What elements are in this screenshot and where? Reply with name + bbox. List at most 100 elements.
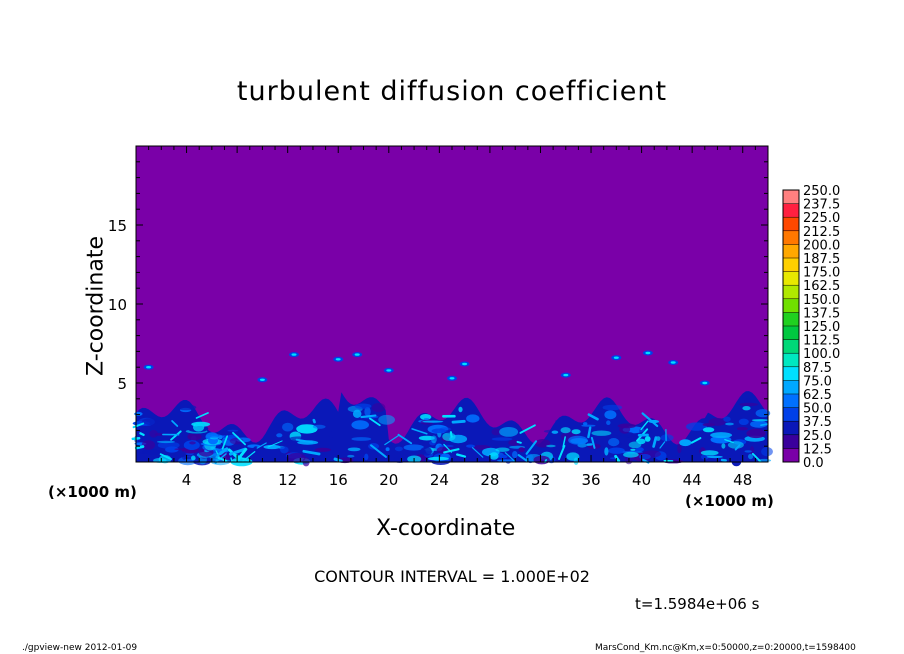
- eddy-blob: [617, 423, 636, 429]
- eddy-blob: [289, 436, 311, 441]
- eddy-blob: [608, 438, 620, 447]
- eddy-blob: [551, 430, 559, 434]
- y-axis-label: Z-coordinate: [83, 236, 109, 376]
- eddy-streak: [256, 442, 267, 449]
- turbulent-puff-core: [335, 358, 341, 361]
- colorbar-label: 212.5: [803, 225, 840, 240]
- eddy-blob: [427, 456, 449, 461]
- footer-left-text: ./gpview-new 2012-01-09: [22, 643, 138, 653]
- eddy-streak: [587, 413, 599, 421]
- colorbar-swatch: [783, 326, 799, 340]
- eddy-blob: [491, 428, 502, 436]
- eddy-streak: [519, 424, 536, 434]
- colorbar-swatch: [783, 448, 799, 463]
- x-tick-label: 8: [232, 471, 242, 489]
- colorbar-swatch: [783, 394, 799, 408]
- x-tick-label: 32: [531, 471, 550, 489]
- field-background: [136, 146, 768, 462]
- turbulent-puff-core: [291, 353, 297, 356]
- eddy-blob: [422, 420, 444, 423]
- eddy-blob: [591, 430, 612, 436]
- eddy-blob: [354, 403, 372, 409]
- eddy-streak: [504, 452, 517, 463]
- eddy-blob: [702, 423, 715, 427]
- eddy-streak: [302, 449, 321, 456]
- eddy-blob: [746, 428, 766, 439]
- chart-title: turbulent diffusion coefficient: [236, 76, 668, 107]
- eddy-streak: [397, 433, 413, 445]
- eddy-blob: [165, 446, 179, 453]
- eddy-streak: [558, 444, 566, 460]
- eddy-blob: [368, 428, 377, 433]
- colorbar-label: 100.0: [803, 347, 840, 362]
- colorbar-swatch: [783, 312, 799, 327]
- eddy-streak: [516, 440, 522, 444]
- eddy-blob: [191, 455, 196, 461]
- eddy-blob: [489, 452, 499, 460]
- eddy-blob: [604, 410, 617, 420]
- eddy-blob: [677, 443, 682, 454]
- eddy-blob: [723, 416, 731, 422]
- eddy-blob: [533, 455, 550, 465]
- eddy-blob: [546, 444, 556, 448]
- eddy-blob: [352, 409, 362, 418]
- turbulent-puff-core: [449, 377, 455, 380]
- eddy-blob: [312, 424, 326, 429]
- eddy-streak: [312, 418, 316, 424]
- colorbar-swatch: [783, 203, 799, 218]
- colorbar-swatch: [783, 407, 799, 422]
- x-unit-label-left: (×1000 m): [48, 483, 137, 501]
- colorbar-label: 125.0: [803, 320, 840, 335]
- colorbar-label: 175.0: [803, 266, 840, 281]
- turbulent-puff-core: [146, 366, 152, 369]
- colorbar-swatch: [783, 298, 799, 313]
- colorbar-label: 237.5: [803, 198, 840, 213]
- eddy-blob: [744, 450, 752, 453]
- eddy-blob: [512, 451, 518, 459]
- colorbar-swatch: [783, 258, 799, 272]
- eddy-blob: [700, 454, 709, 460]
- eddy-blob: [206, 434, 224, 439]
- footer-right-text: MarsCond_Km.nc@Km,x=0:50000,z=0:20000,t=…: [595, 643, 856, 653]
- eddy-blob: [283, 439, 300, 447]
- eddy-blob: [189, 441, 196, 445]
- colorbar-swatch: [783, 434, 799, 449]
- y-tick-label: 5: [117, 375, 127, 393]
- eddy-blob: [628, 441, 642, 449]
- eddy-blob: [183, 440, 200, 451]
- x-tick-label: 4: [182, 471, 192, 489]
- eddy-streak: [195, 412, 209, 419]
- eddy-streak: [360, 414, 377, 419]
- x-tick-label: 28: [480, 471, 499, 489]
- eddy-streak: [587, 426, 592, 439]
- eddy-blob: [606, 420, 611, 426]
- eddy-blob: [403, 444, 424, 451]
- eddy-blob: [149, 430, 158, 438]
- eddy-blob: [141, 440, 156, 450]
- eddy-streak: [170, 430, 182, 441]
- eddy-streak: [370, 444, 387, 458]
- eddy-streak: [456, 453, 467, 458]
- colorbar-swatch: [783, 421, 799, 436]
- eddy-blob: [738, 418, 749, 425]
- eddy-streak: [724, 438, 734, 444]
- time-label: t=1.5984e+06 s: [635, 595, 760, 613]
- eddy-blob: [497, 459, 516, 462]
- eddy-blob: [187, 432, 202, 441]
- colorbar-label: 50.0: [803, 402, 832, 417]
- eddy-blob: [535, 439, 551, 448]
- eddy-blob: [156, 440, 175, 444]
- eddy-blob: [378, 414, 395, 425]
- eddy-blob: [296, 424, 318, 434]
- eddy-streak: [562, 436, 566, 448]
- eddy-blob: [347, 454, 355, 458]
- eddy-blob: [644, 436, 651, 442]
- colorbar-swatch: [783, 380, 799, 395]
- eddy-blob: [466, 444, 475, 448]
- x-tick-label: 20: [379, 471, 398, 489]
- turbulent-puff-core: [462, 362, 468, 366]
- eddy-blob: [191, 421, 211, 427]
- eddy-streak: [690, 437, 702, 444]
- colorbar-label: 137.5: [803, 306, 840, 321]
- turbulent-puff-core: [259, 378, 265, 381]
